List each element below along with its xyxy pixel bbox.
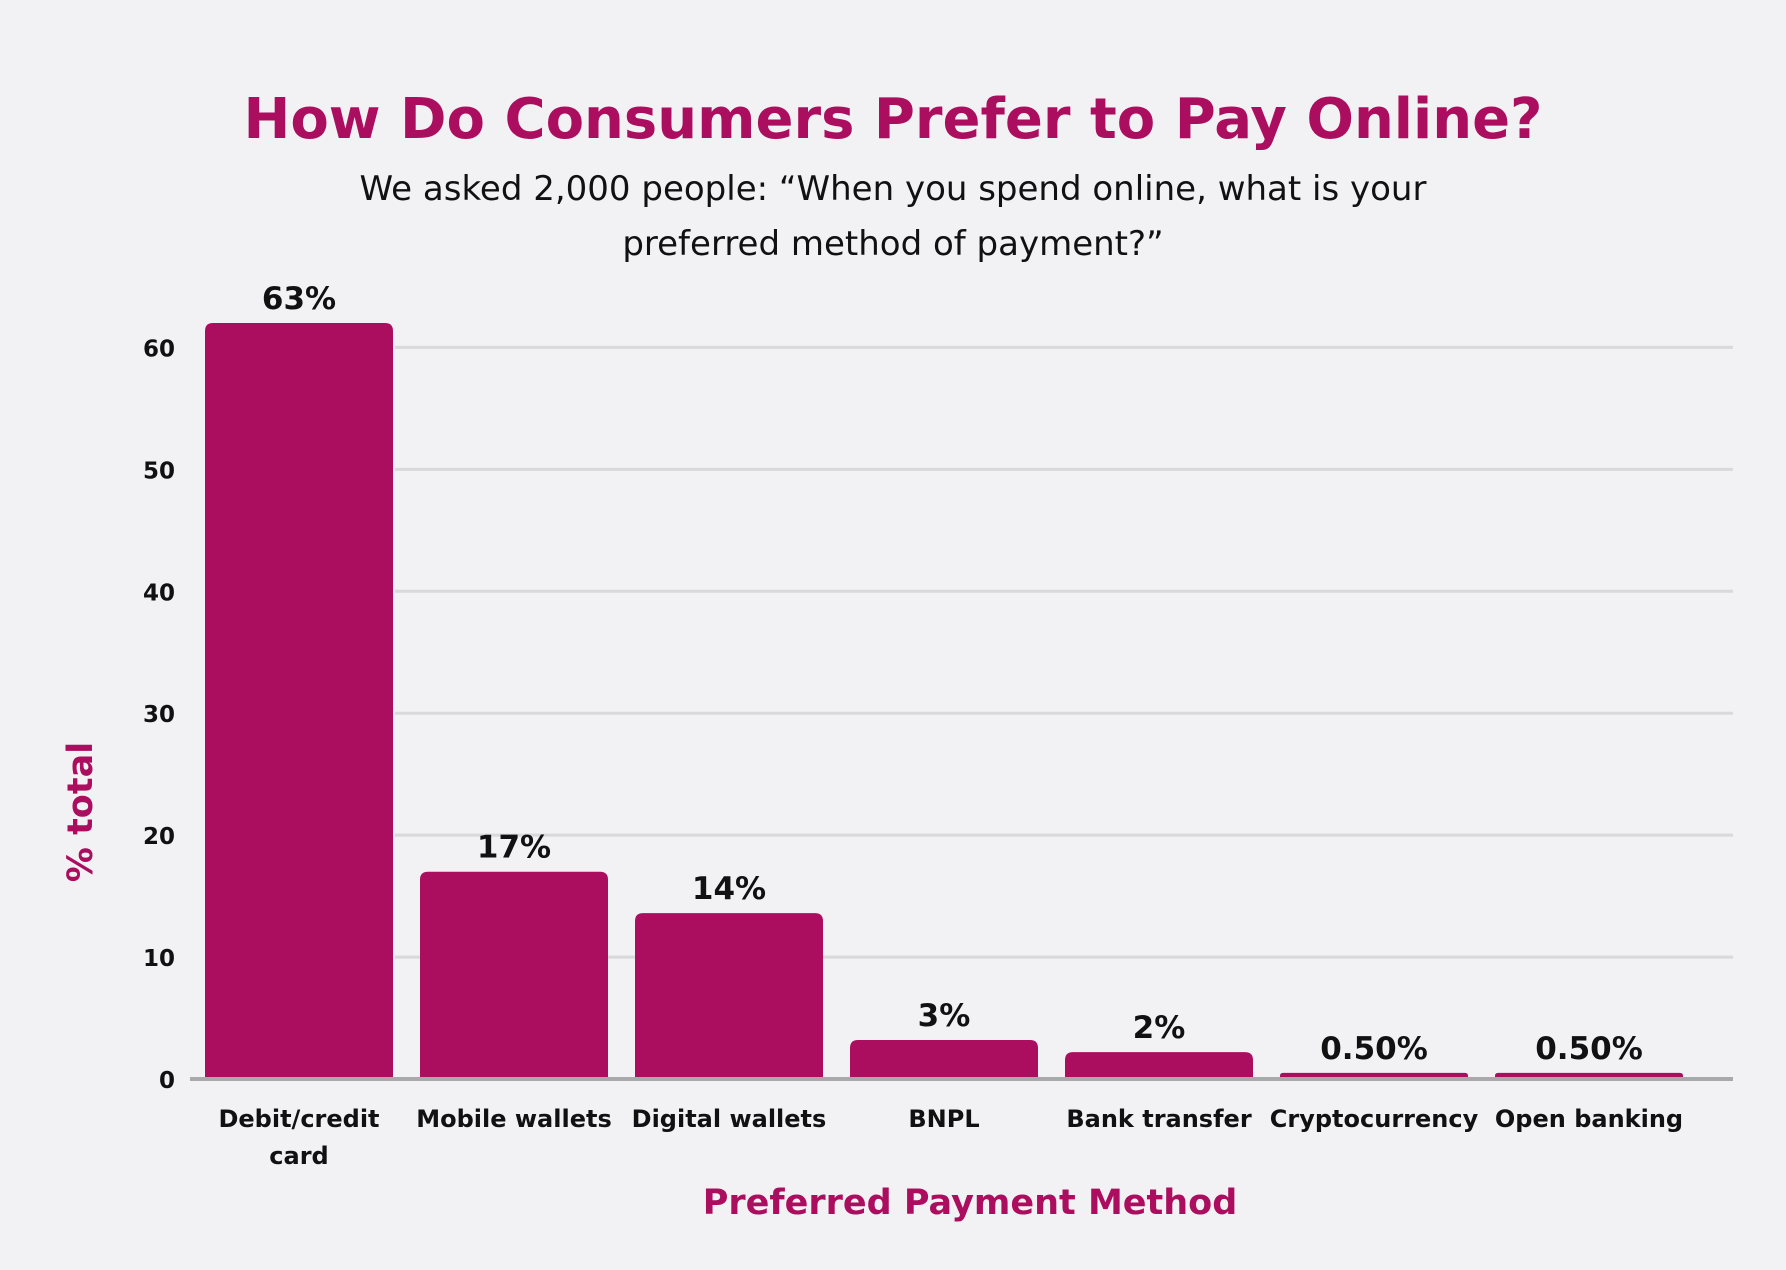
x-category-label: BNPL bbox=[908, 1105, 979, 1133]
chart-title: How Do Consumers Prefer to Pay Online? bbox=[243, 87, 1542, 152]
y-axis-ticks: 0 10 20 30 40 50 60 bbox=[143, 336, 175, 1094]
x-category-label: Bank transfer bbox=[1066, 1105, 1251, 1133]
y-tick-label: 50 bbox=[143, 458, 175, 484]
x-category-label: Cryptocurrency bbox=[1270, 1105, 1479, 1133]
y-tick-label: 20 bbox=[143, 824, 175, 850]
bars bbox=[205, 323, 1683, 1079]
x-category-label: Debit/credit bbox=[218, 1105, 379, 1133]
gridlines bbox=[395, 345, 1733, 959]
x-category-label: Open banking bbox=[1495, 1105, 1683, 1133]
x-axis-categories: Debit/credit card Mobile wallets Digital wa… bbox=[218, 1105, 1683, 1170]
y-tick-label: 60 bbox=[143, 336, 175, 362]
chart-subtitle-line-2: preferred method of payment?” bbox=[622, 224, 1163, 264]
y-tick-label: 0 bbox=[159, 1068, 175, 1094]
bar bbox=[420, 871, 608, 1079]
bar bbox=[850, 1039, 1038, 1079]
data-label: 17% bbox=[477, 830, 551, 866]
chart-subtitle-line-1: We asked 2,000 people: “When you spend o… bbox=[360, 169, 1427, 209]
bar bbox=[1065, 1052, 1253, 1079]
y-axis-title: % total bbox=[61, 742, 101, 882]
data-label: 14% bbox=[692, 871, 766, 907]
data-label: 3% bbox=[918, 998, 971, 1034]
x-category-label: card bbox=[269, 1142, 328, 1170]
data-labels: 63% 17% 14% 3% 2% 0.50% 0.50% bbox=[262, 281, 1643, 1067]
y-tick-label: 40 bbox=[143, 580, 175, 606]
y-tick-label: 10 bbox=[143, 946, 175, 972]
y-tick-label: 30 bbox=[143, 702, 175, 728]
data-label: 63% bbox=[262, 281, 336, 317]
data-label: 0.50% bbox=[1535, 1031, 1643, 1067]
data-label: 0.50% bbox=[1320, 1031, 1428, 1067]
bar bbox=[205, 323, 393, 1079]
bar bbox=[635, 913, 823, 1079]
x-category-label: Digital wallets bbox=[632, 1105, 827, 1133]
data-label: 2% bbox=[1133, 1010, 1186, 1046]
x-category-label: Mobile wallets bbox=[416, 1105, 612, 1133]
x-axis-title: Preferred Payment Method bbox=[703, 1183, 1238, 1223]
